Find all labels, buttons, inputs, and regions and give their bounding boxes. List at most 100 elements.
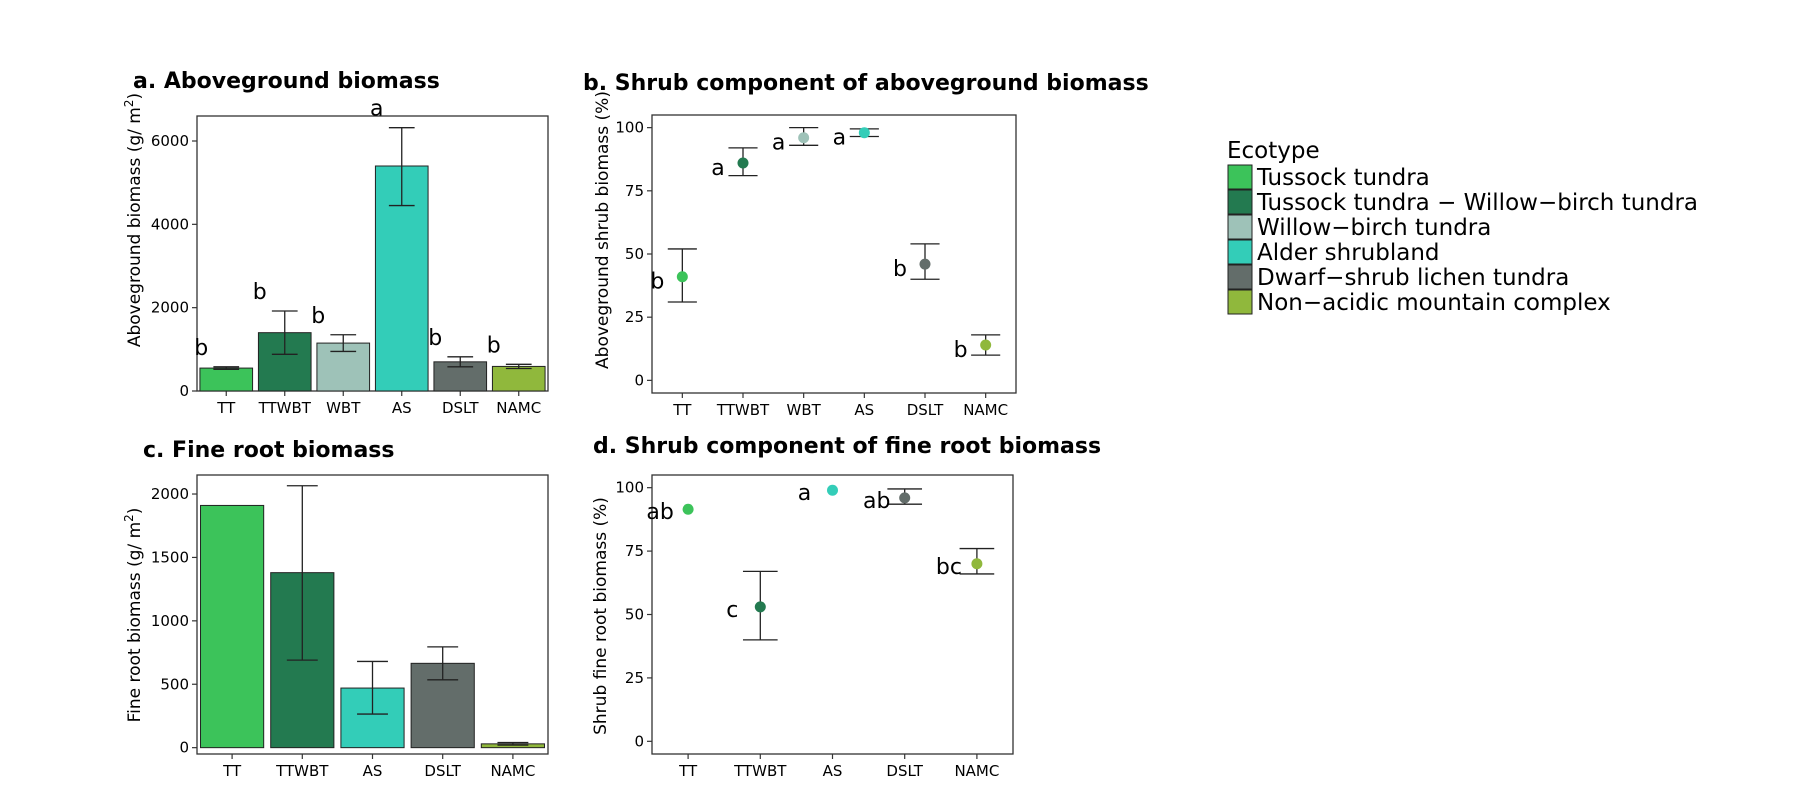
legend-title: Ecotype xyxy=(1227,138,1320,164)
y-tick-label: 100 xyxy=(615,479,644,497)
x-tick-label: AS xyxy=(392,399,412,417)
bar-tt xyxy=(200,504,265,749)
panel-fine-root-biomass: c. Fine root biomass Fine root biomass (… xyxy=(122,438,549,780)
legend-label: Tussock tundra − Willow−birch tundra xyxy=(1256,190,1698,216)
significance-label: a xyxy=(370,97,383,122)
significance-label: b xyxy=(893,257,907,282)
panel-a-title: a. Aboveground biomass xyxy=(133,69,440,94)
y-tick-label: 100 xyxy=(615,119,644,137)
panel-d-ylabel: Shrub fine root biomass (%) xyxy=(591,497,611,735)
point-ttwbt xyxy=(754,601,766,613)
legend-label: Tussock tundra xyxy=(1256,165,1430,191)
x-tick-label: TTWBT xyxy=(275,762,329,780)
panel-b-title: b. Shrub component of aboveground biomas… xyxy=(583,71,1149,96)
point-wbt xyxy=(798,132,810,144)
x-tick-label: TT xyxy=(216,399,236,417)
y-tick-label: 75 xyxy=(625,542,644,560)
significance-label: a xyxy=(772,131,785,156)
significance-label: b xyxy=(311,304,325,329)
significance-label: b xyxy=(428,326,442,351)
y-tick-label: 50 xyxy=(625,245,644,263)
x-tick-label: NAMC xyxy=(496,399,541,417)
y-tick-label: 0 xyxy=(634,732,644,750)
legend-label: Alder shrubland xyxy=(1257,240,1440,266)
significance-label: b xyxy=(650,270,664,295)
panel-shrub-fine-root: d. Shrub component of fine root biomass … xyxy=(591,434,1101,780)
bar-tt xyxy=(199,367,254,392)
significance-label: a xyxy=(798,481,811,506)
x-tick-label: AS xyxy=(854,401,874,419)
legend-swatch xyxy=(1227,214,1253,240)
x-tick-label: WBT xyxy=(787,401,822,419)
x-tick-label: NAMC xyxy=(490,762,535,780)
x-tick-label: TTWBT xyxy=(733,762,787,780)
x-tick-label: DSLT xyxy=(424,762,461,780)
panel-aboveground-biomass: a. Aboveground biomass Aboveground bioma… xyxy=(122,69,549,417)
point-ttwbt xyxy=(737,157,749,169)
plot-frame xyxy=(651,474,1014,755)
significance-label: c xyxy=(726,598,738,623)
x-tick-label: NAMC xyxy=(963,401,1008,419)
point-dslt xyxy=(919,258,931,270)
panel-d-title: d. Shrub component of fine root biomass xyxy=(593,434,1101,459)
significance-label: b xyxy=(487,333,501,358)
legend-swatch xyxy=(1227,264,1253,290)
y-tick-label: 1000 xyxy=(151,612,189,630)
x-tick-label: DSLT xyxy=(886,762,923,780)
legend-swatch xyxy=(1227,164,1253,190)
point-namc xyxy=(971,558,983,570)
point-as xyxy=(827,484,838,496)
panel-b-ylabel: Aboveground shrub biomass (%) xyxy=(593,91,613,369)
legend-label: Willow−birch tundra xyxy=(1257,215,1491,241)
y-tick-label: 6000 xyxy=(151,132,189,150)
y-tick-label: 75 xyxy=(625,182,644,200)
point-tt xyxy=(682,503,694,515)
x-tick-label: WBT xyxy=(326,399,361,417)
significance-label: b xyxy=(954,338,968,363)
y-tick-label: 25 xyxy=(625,669,644,687)
plot-frame xyxy=(196,115,549,392)
panel-c-title: c. Fine root biomass xyxy=(143,438,395,463)
x-tick-label: NAMC xyxy=(954,762,999,780)
x-tick-label: TT xyxy=(672,401,692,419)
x-tick-label: DSLT xyxy=(442,399,479,417)
bar-namc xyxy=(491,365,546,392)
point-dslt xyxy=(899,492,911,504)
point-as xyxy=(858,127,870,139)
x-tick-label: TT xyxy=(678,762,698,780)
significance-label: a xyxy=(833,126,846,151)
y-tick-label: 25 xyxy=(625,308,644,326)
significance-label: bc xyxy=(936,555,962,580)
x-tick-label: DSLT xyxy=(907,401,944,419)
y-tick-label: 50 xyxy=(625,606,644,624)
panel-shrub-aboveground: b. Shrub component of aboveground biomas… xyxy=(583,71,1149,419)
point-namc xyxy=(980,339,992,351)
y-tick-label: 0 xyxy=(179,382,189,400)
y-tick-label: 500 xyxy=(160,675,189,693)
y-tick-label: 1500 xyxy=(151,548,189,566)
legend-swatch xyxy=(1227,189,1253,215)
significance-label: a xyxy=(711,156,724,181)
legend-label: Non−acidic mountain complex xyxy=(1257,290,1611,316)
panel-a-ylabel: Aboveground biomass (g/ m2) xyxy=(122,93,145,347)
x-tick-label: AS xyxy=(363,762,383,780)
x-tick-label: AS xyxy=(823,762,843,780)
y-tick-label: 0 xyxy=(179,739,189,757)
legend-swatch xyxy=(1227,239,1253,265)
x-tick-label: TT xyxy=(222,762,242,780)
legend-label: Dwarf−shrub lichen tundra xyxy=(1257,265,1569,291)
panel-c-ylabel: Fine root biomass (g/ m2) xyxy=(122,508,145,723)
y-tick-label: 2000 xyxy=(151,485,189,503)
y-tick-label: 4000 xyxy=(151,215,189,233)
significance-label: b xyxy=(253,280,267,305)
significance-label: ab xyxy=(646,500,673,525)
x-tick-label: TTWBT xyxy=(258,399,312,417)
significance-label: ab xyxy=(863,489,890,514)
x-tick-label: TTWBT xyxy=(716,401,770,419)
point-tt xyxy=(676,271,688,283)
y-tick-label: 2000 xyxy=(151,299,189,317)
y-tick-label: 0 xyxy=(634,371,644,389)
legend-swatch xyxy=(1227,289,1253,315)
